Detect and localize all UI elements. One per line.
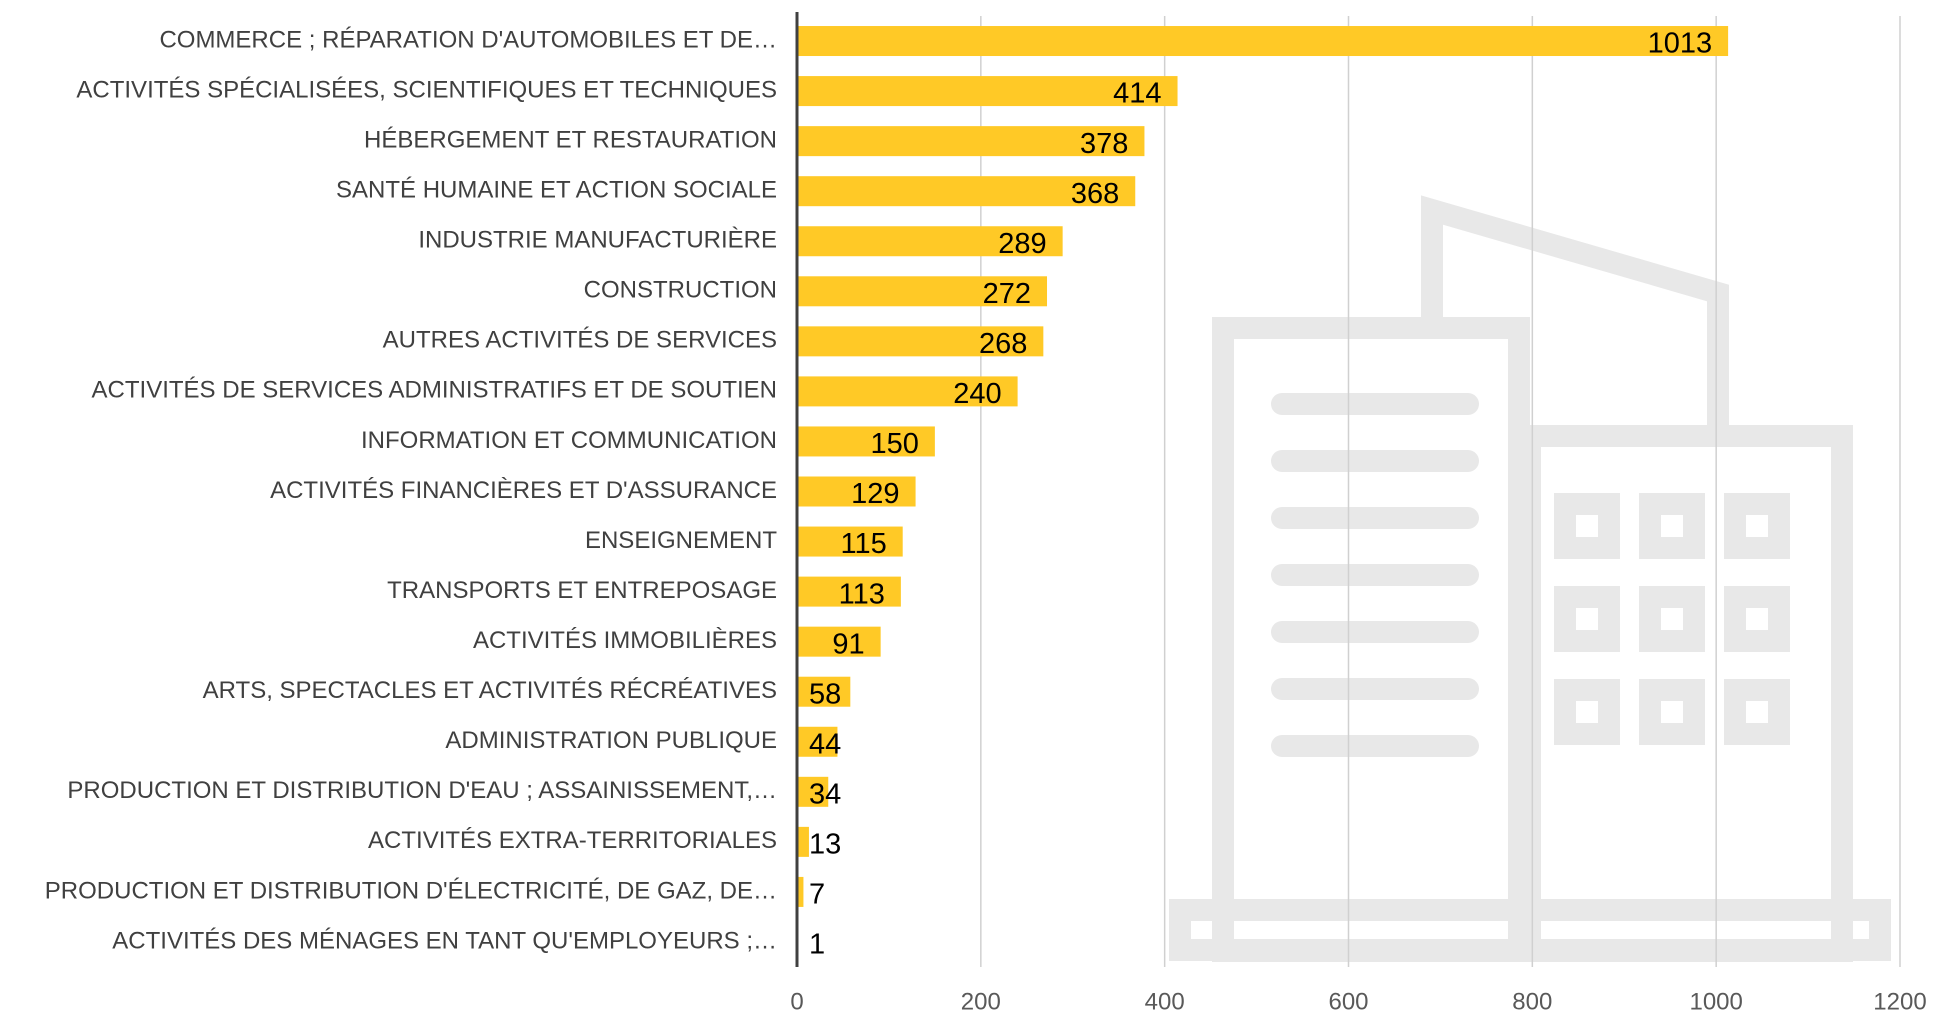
x-tick-label: 800 [1512,988,1552,1015]
value-label: 268 [979,328,1027,360]
value-label: 1013 [1648,28,1713,60]
y-tick-label: ACTIVITÉS FINANCIÈRES ET D'ASSURANCE [270,477,777,504]
y-tick-label: ACTIVITÉS SPÉCIALISÉES, SCIENTIFIQUES ET… [76,76,777,103]
bar [797,176,1136,207]
value-label: 44 [809,728,841,760]
y-tick-label: SANTÉ HUMAINE ET ACTION SOCIALE [336,177,777,204]
y-tick-label: PRODUCTION ET DISTRIBUTION D'ÉLECTRICITÉ… [45,877,777,904]
bar [797,776,829,807]
y-tick-label: ACTIVITÉS DE SERVICES ADMINISTRATIFS ET … [92,377,777,404]
y-tick-label: TRANSPORTS ET ENTREPOSAGE [387,577,777,604]
bar [797,126,1145,157]
bar [797,326,1044,357]
x-tick-label: 1200 [1873,988,1926,1015]
bar [797,426,935,457]
y-tick-label: INFORMATION ET COMMUNICATION [361,427,777,454]
bar [797,826,809,857]
x-tick-label: 1000 [1689,988,1742,1015]
value-label: 150 [870,428,918,460]
value-label: 1 [809,929,825,961]
y-tick-label: ACTIVITÉS EXTRA-TERRITORIALES [368,827,777,854]
y-tick-label: ACTIVITÉS IMMOBILIÈRES [473,627,777,654]
bar [797,626,881,657]
building-watermark [1169,195,1891,962]
bar [797,76,1178,107]
y-tick-label: AUTRES ACTIVITÉS DE SERVICES [383,327,777,354]
value-label: 34 [809,778,841,810]
bar [797,576,901,607]
value-label: 7 [809,879,825,911]
value-label: 91 [832,628,864,660]
y-tick-label: CONSTRUCTION [584,277,777,304]
value-label: 115 [840,528,886,560]
y-tick-label: ARTS, SPECTACLES ET ACTIVITÉS RÉCRÉATIVE… [203,677,777,704]
bar [797,376,1018,407]
bar [797,526,903,557]
bar [797,676,851,707]
x-tick-label: 0 [790,988,803,1015]
value-label: 289 [998,228,1046,260]
value-label: 378 [1080,128,1128,160]
value-label: 368 [1071,178,1119,210]
value-label: 129 [851,478,899,510]
value-label: 113 [839,578,885,610]
bar [797,26,1729,57]
value-label: 58 [809,678,841,710]
value-label: 13 [809,829,841,861]
value-label: 240 [953,378,1001,410]
x-tick-label: 200 [961,988,1001,1015]
x-tick-label: 400 [1145,988,1185,1015]
y-tick-label: ACTIVITÉS DES MÉNAGES EN TANT QU'EMPLOYE… [112,927,777,954]
value-label: 414 [1113,78,1161,110]
y-tick-label: PRODUCTION ET DISTRIBUTION D'EAU ; ASSAI… [67,777,777,804]
bar [797,276,1048,307]
x-tick-label: 600 [1328,988,1368,1015]
y-tick-label: HÉBERGEMENT ET RESTAURATION [364,126,777,153]
y-tick-label: ENSEIGNEMENT [585,527,777,554]
value-label: 272 [983,278,1031,310]
y-tick-label: COMMERCE ; RÉPARATION D'AUTOMOBILES ET D… [159,26,777,53]
bar [797,476,916,507]
y-tick-label: ADMINISTRATION PUBLIQUE [445,727,777,754]
y-tick-label: INDUSTRIE MANUFACTURIÈRE [418,227,777,254]
bar [797,226,1063,257]
bar [797,876,804,907]
bar [797,726,838,757]
